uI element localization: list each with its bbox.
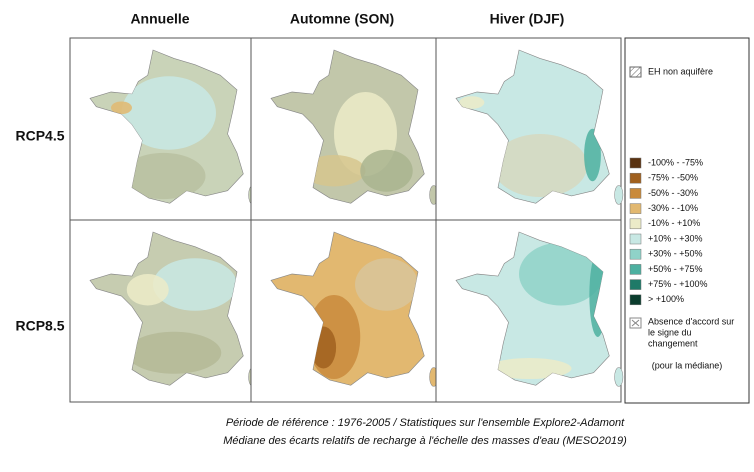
legend-swatch — [629, 294, 642, 306]
zone — [459, 96, 485, 109]
zone — [355, 258, 418, 311]
legend-label: -75% - -50% — [648, 173, 698, 183]
legend-swatch — [629, 203, 642, 214]
legend-label: Absence d'accord sur — [648, 316, 734, 326]
row-title: RCP8.5 — [15, 318, 64, 334]
zones — [126, 258, 237, 374]
legend-label: +30% - +50% — [648, 249, 703, 259]
column-title: Automne (SON) — [290, 11, 394, 27]
column-title: Hiver (DJF) — [490, 11, 565, 27]
legend-label: +10% - +30% — [648, 233, 703, 243]
legend-swatch — [629, 264, 642, 275]
zone — [487, 358, 572, 379]
map-grid — [69, 37, 624, 403]
legend-box — [624, 37, 750, 404]
corsica — [614, 367, 624, 387]
zone — [126, 274, 169, 306]
france-map — [455, 49, 624, 205]
zone — [360, 149, 413, 192]
legend-label: -10% - +10% — [648, 218, 700, 228]
column-title: Annuelle — [130, 11, 189, 27]
zones — [307, 258, 418, 379]
legend-swatch — [629, 172, 642, 184]
zone — [584, 128, 601, 182]
legend-note: (pour la médiane) — [652, 360, 723, 370]
zone — [121, 76, 216, 150]
legend-swatch — [629, 188, 642, 199]
legend-label: -30% - -10% — [648, 203, 698, 213]
zone — [126, 331, 222, 374]
zone — [302, 155, 366, 187]
legend-label: changement — [648, 338, 698, 348]
legend-swatch — [629, 157, 642, 169]
disagreement-icon — [631, 319, 640, 327]
zones — [302, 92, 413, 192]
zone — [153, 258, 237, 311]
zones — [111, 76, 216, 200]
legend-items: -100% - -75% -75% - -50% -50% - -30% -30% -… — [629, 157, 708, 306]
legend-swatch — [629, 279, 642, 290]
legend-swatch — [629, 248, 642, 260]
legend-label: +75% - +100% — [648, 279, 708, 289]
caption: Médiane des écarts relatifs de recharge … — [223, 435, 627, 447]
legend-swatch — [629, 233, 642, 245]
legend-label: EH non aquifère — [648, 66, 713, 76]
zone — [519, 242, 603, 306]
france-map — [270, 49, 439, 205]
corsica — [614, 185, 624, 205]
legend-label: > +100% — [648, 294, 684, 304]
zone — [492, 134, 588, 197]
legend-label: -50% - -30% — [648, 188, 698, 198]
row-title: RCP4.5 — [15, 128, 64, 144]
legend-label: le signe du — [648, 327, 692, 337]
hatch-swatch — [629, 66, 642, 78]
caption: Période de référence : 1976-2005 / Stati… — [226, 417, 625, 429]
zone — [111, 101, 132, 115]
legend-label: +50% - +75% — [648, 264, 703, 274]
legend-label: -100% - -75% — [648, 157, 703, 167]
zones — [459, 96, 601, 197]
zone — [121, 152, 206, 200]
legend-swatch — [629, 218, 642, 230]
